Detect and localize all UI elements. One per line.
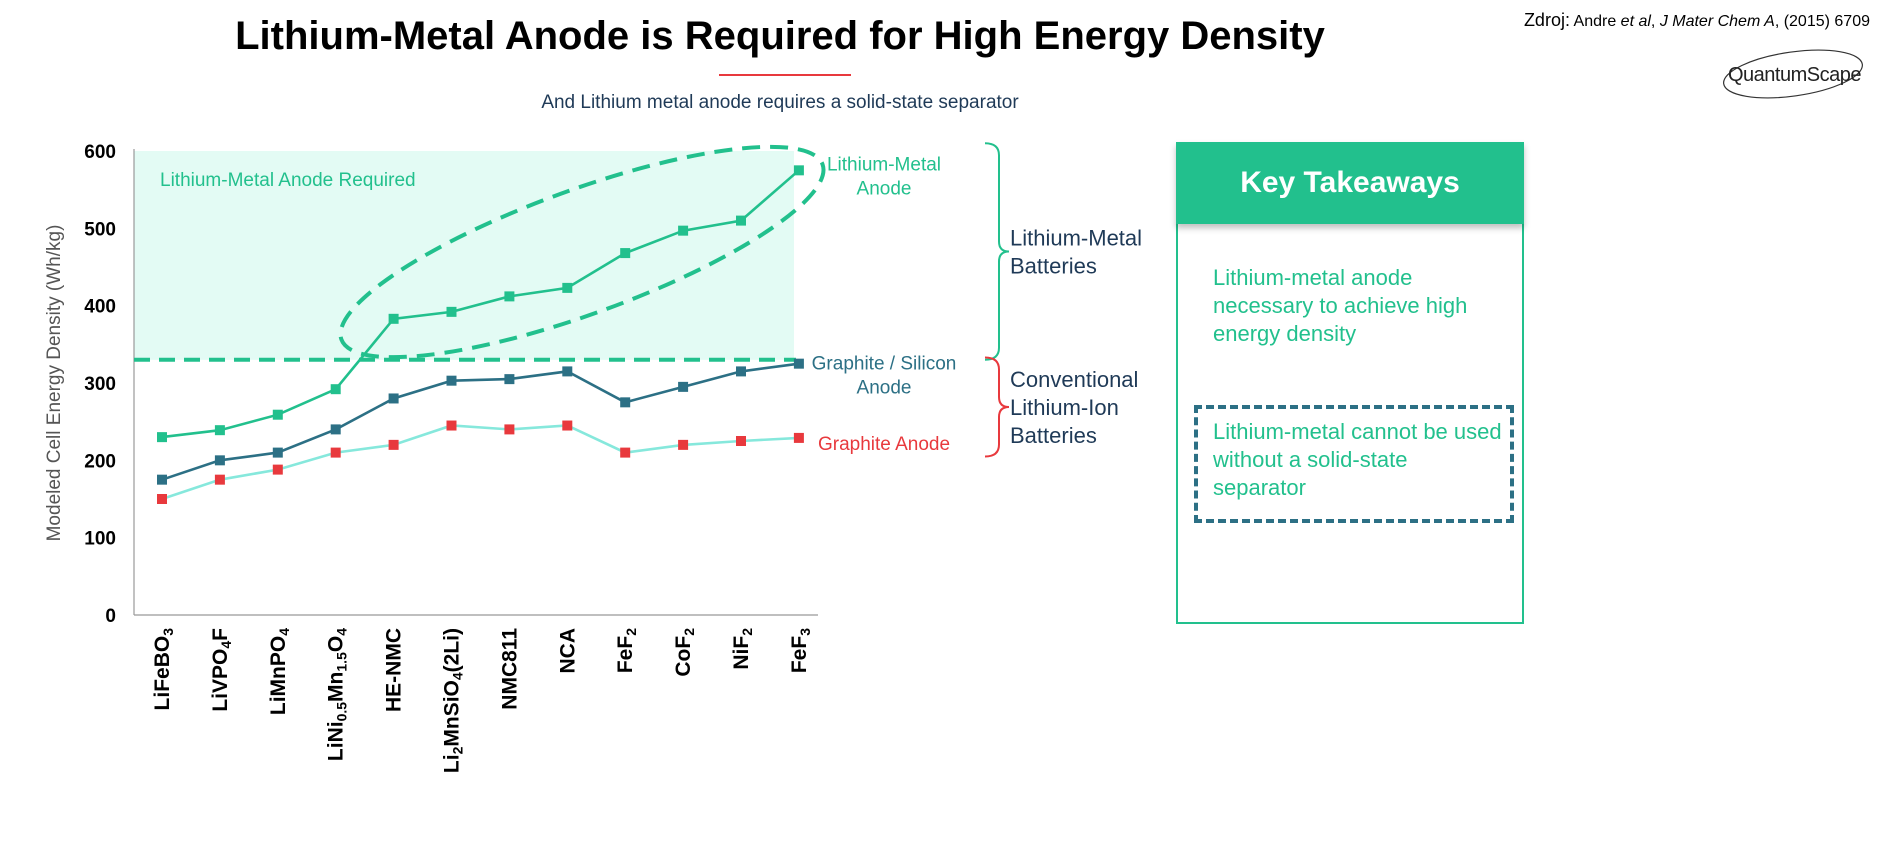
y-tick-label: 400 bbox=[84, 297, 116, 318]
x-tick-label: NMC811 bbox=[498, 628, 521, 710]
data-point bbox=[446, 420, 457, 431]
series-label: Graphite Anode bbox=[818, 434, 950, 455]
data-point bbox=[272, 447, 283, 458]
title-underline bbox=[719, 74, 851, 76]
data-point bbox=[214, 425, 225, 436]
x-tick-label: Li2MnSiO4(2Li) bbox=[441, 628, 466, 773]
x-tick-label: LiMnPO4 bbox=[267, 628, 292, 715]
group-brace bbox=[984, 356, 1010, 458]
series-line bbox=[161, 362, 800, 481]
series-line bbox=[161, 169, 800, 439]
group-label: Lithium-Ion bbox=[1010, 395, 1119, 420]
page-title: Lithium-Metal Anode is Required for High… bbox=[235, 14, 1325, 58]
data-point bbox=[272, 409, 283, 420]
x-tick-label: LiNi0.5Mn1.5O4 bbox=[325, 628, 350, 761]
logo-text: QuantumScape bbox=[1728, 64, 1861, 86]
x-tick-label: FeF2 bbox=[614, 628, 639, 673]
data-point bbox=[504, 374, 515, 385]
takeaway-item: Lithium-metal anode necessary to achieve… bbox=[1213, 265, 1468, 346]
data-point bbox=[330, 424, 341, 435]
data-point bbox=[446, 375, 457, 386]
y-tick-label: 0 bbox=[105, 606, 116, 627]
x-tick-label: LiFeBO3 bbox=[151, 628, 176, 711]
data-point bbox=[620, 447, 631, 458]
group-label: Conventional bbox=[1010, 367, 1138, 392]
data-point bbox=[504, 291, 515, 302]
data-point bbox=[330, 447, 341, 458]
data-point bbox=[620, 248, 631, 259]
data-point bbox=[562, 366, 573, 377]
series-label: Graphite / Silicon bbox=[812, 354, 957, 375]
data-point bbox=[272, 464, 283, 475]
region-label: Lithium-Metal Anode Required bbox=[160, 170, 416, 191]
source-citation: Zdroj: Andre et al, J Mater Chem A, (201… bbox=[1523, 10, 1870, 30]
data-point bbox=[736, 436, 746, 446]
group-label: Batteries bbox=[1010, 423, 1097, 448]
y-tick-label: 500 bbox=[84, 219, 116, 240]
x-tick-label: NCA bbox=[556, 628, 579, 674]
data-point bbox=[736, 215, 746, 226]
source-label: Zdroj: bbox=[1523, 10, 1570, 30]
x-tick-label: FeF3 bbox=[788, 628, 813, 673]
source-journal: J Mater Chem A bbox=[1659, 13, 1775, 30]
group-brace bbox=[984, 142, 1010, 361]
data-point bbox=[446, 306, 457, 317]
page-subtitle: And Lithium metal anode requires a solid… bbox=[541, 92, 1019, 113]
data-point bbox=[793, 432, 804, 443]
data-point bbox=[214, 455, 225, 466]
source-etal: et al bbox=[1620, 13, 1651, 30]
highlight-ellipse bbox=[338, 144, 826, 360]
data-point bbox=[562, 282, 573, 293]
key-takeaways-header: Key Takeaways bbox=[1176, 142, 1524, 224]
takeaway-dashed-box bbox=[1194, 405, 1514, 523]
series-label: Anode bbox=[857, 178, 912, 199]
series-label: Lithium-Metal bbox=[827, 154, 941, 175]
data-point bbox=[793, 358, 804, 369]
series-line bbox=[161, 424, 799, 501]
data-point bbox=[620, 397, 631, 408]
data-point bbox=[157, 494, 167, 504]
x-tick-label: LiVPO4F bbox=[209, 628, 234, 712]
data-point bbox=[793, 165, 804, 176]
data-point bbox=[214, 474, 225, 485]
data-point bbox=[562, 420, 573, 431]
x-tick-label: NiF2 bbox=[730, 628, 755, 670]
series-label: Anode bbox=[857, 378, 912, 399]
data-point bbox=[330, 384, 341, 395]
data-point bbox=[678, 381, 689, 392]
energy-density-chart: Lithium-Metal Anode Required 0 100 200 300 4… bbox=[44, 142, 1142, 773]
data-point bbox=[678, 439, 689, 450]
takeaway-item: Lithium-metal cannot be used without a s… bbox=[1213, 419, 1502, 500]
data-point bbox=[388, 393, 399, 404]
required-region bbox=[134, 151, 794, 360]
quantumscape-logo-icon bbox=[1723, 49, 1863, 99]
source-year-page: , (2015) 6709 bbox=[1774, 13, 1870, 30]
y-axis-label: Modeled Cell Energy Density (Wh/kg) bbox=[44, 225, 65, 542]
y-tick-label: 300 bbox=[84, 374, 116, 395]
data-point bbox=[157, 474, 167, 485]
group-label: Lithium-Metal bbox=[1010, 226, 1142, 251]
data-point bbox=[736, 366, 746, 377]
data-point bbox=[504, 424, 515, 435]
y-tick-label: 100 bbox=[84, 529, 116, 550]
group-label: Batteries bbox=[1010, 254, 1097, 279]
data-point bbox=[388, 313, 399, 324]
y-tick-label: 200 bbox=[84, 451, 116, 472]
data-point bbox=[157, 432, 167, 443]
data-point bbox=[678, 225, 689, 236]
data-point bbox=[388, 439, 399, 450]
source-authors: Andre bbox=[1573, 13, 1617, 30]
x-tick-label: HE-NMC bbox=[383, 628, 406, 712]
x-tick-label: CoF2 bbox=[672, 628, 697, 677]
y-tick-label: 600 bbox=[84, 142, 116, 163]
